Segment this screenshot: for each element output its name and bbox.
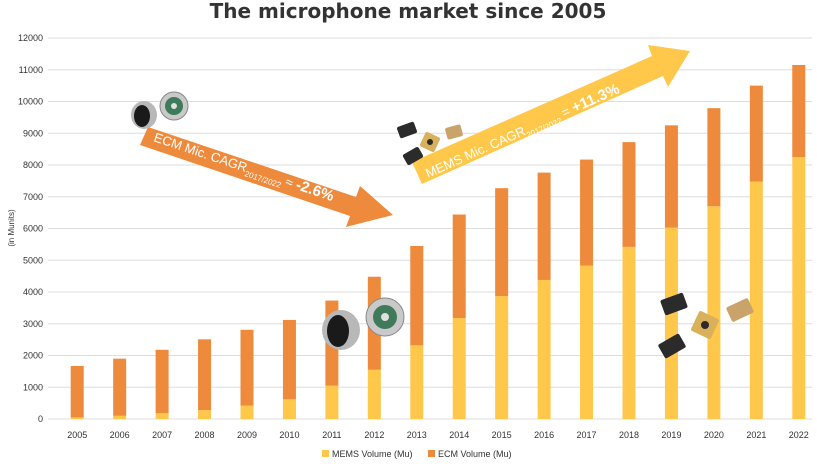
x-tick-label: 2016 bbox=[534, 430, 554, 440]
bar-mems-2022 bbox=[792, 157, 806, 419]
ecm-cagr-arrow: ECM Mic. CAGR2017/2022 ≈ -2.6% bbox=[140, 127, 393, 227]
bar-ecm-2005 bbox=[70, 365, 84, 418]
bar-ecm-2006 bbox=[113, 358, 127, 416]
bar-mems-2021 bbox=[749, 181, 763, 419]
x-tick-label: 2011 bbox=[322, 430, 341, 440]
ecm-arrow-shape bbox=[140, 127, 393, 227]
x-tick-label: 2008 bbox=[195, 430, 215, 440]
bar-mems-2018 bbox=[622, 246, 636, 419]
mems-arrow-shape bbox=[412, 45, 690, 184]
ecm-microphone-icon-large bbox=[322, 297, 405, 350]
bar-mems-2006 bbox=[113, 415, 127, 419]
y-tick-label: 12000 bbox=[18, 33, 43, 43]
y-tick-label: 9000 bbox=[23, 128, 43, 138]
bar-ecm-2014 bbox=[452, 214, 466, 319]
bar-ecm-2018 bbox=[622, 142, 636, 247]
y-tick-label: 3000 bbox=[23, 319, 43, 329]
bar-mems-2016 bbox=[537, 279, 551, 419]
bar-mems-2020 bbox=[707, 206, 721, 419]
x-tick-label: 2012 bbox=[364, 430, 384, 440]
mems-microphone-icon bbox=[397, 121, 463, 165]
y-tick-label: 4000 bbox=[23, 287, 43, 297]
y-tick-label: 6000 bbox=[23, 224, 43, 234]
bar-ecm-2022 bbox=[792, 64, 806, 158]
y-tick-label: 0 bbox=[38, 414, 43, 424]
x-tick-label: 2014 bbox=[449, 430, 469, 440]
x-tick-label: 2019 bbox=[661, 430, 681, 440]
legend-label: ECM Volume (Mu) bbox=[438, 449, 512, 459]
y-tick-labels: 0 1000 2000 3000 4000 5000 6000 7000 8000 9000 100… bbox=[18, 33, 43, 424]
y-tick-label: 2000 bbox=[23, 351, 43, 361]
bar-ecm-2007 bbox=[155, 349, 169, 414]
mems-cagr-arrow: MEMS Mic. CAGR2017/2022 = +11.3% bbox=[412, 45, 690, 184]
x-tick-label: 2020 bbox=[704, 430, 724, 440]
bar-mems-2015 bbox=[495, 296, 509, 419]
chart-title: The microphone market since 2005 bbox=[210, 0, 607, 23]
legend-label: MEMS Volume (Mu) bbox=[332, 449, 413, 459]
x-tick-labels: 2005 2006 2007 2008 2009 2010 2011 2012 2013 2014… bbox=[67, 430, 809, 440]
x-tick-label: 2018 bbox=[619, 430, 639, 440]
bar-mems-2011 bbox=[325, 385, 339, 419]
mems-microphone-icon-large bbox=[658, 292, 754, 359]
bar-ecm-2021 bbox=[749, 85, 763, 182]
ecm-microphone-icon bbox=[131, 91, 189, 129]
x-tick-label: 2006 bbox=[110, 430, 130, 440]
bar-mems-2010 bbox=[282, 399, 296, 419]
bar-mems-2014 bbox=[452, 318, 466, 419]
bar-ecm-2008 bbox=[198, 339, 212, 411]
bar-mems-2005 bbox=[70, 417, 84, 419]
legend-swatch bbox=[428, 450, 435, 457]
bar-ecm-2009 bbox=[240, 329, 254, 406]
bars bbox=[70, 64, 806, 419]
bar-ecm-2017 bbox=[580, 159, 594, 266]
y-axis-label: (in Munits) bbox=[7, 209, 16, 247]
bar-ecm-2015 bbox=[495, 188, 509, 297]
bar-ecm-2016 bbox=[537, 172, 551, 280]
bar-mems-2017 bbox=[580, 265, 594, 419]
x-tick-label: 2021 bbox=[746, 430, 766, 440]
x-tick-label: 2017 bbox=[577, 430, 597, 440]
x-tick-label: 2022 bbox=[789, 430, 809, 440]
bar-mems-2012 bbox=[367, 369, 381, 419]
x-tick-label: 2007 bbox=[152, 430, 172, 440]
bar-ecm-2010 bbox=[282, 319, 296, 400]
bar-ecm-2020 bbox=[707, 108, 721, 207]
x-tick-label: 2010 bbox=[279, 430, 299, 440]
x-tick-label: 2005 bbox=[67, 430, 87, 440]
bar-ecm-2013 bbox=[410, 245, 424, 346]
y-tick-label: 7000 bbox=[23, 192, 43, 202]
x-tick-label: 2015 bbox=[492, 430, 512, 440]
bar-mems-2009 bbox=[240, 405, 254, 419]
x-tick-label: 2009 bbox=[237, 430, 257, 440]
legend: MEMS Volume (Mu) ECM Volume (Mu) bbox=[322, 449, 512, 459]
bar-ecm-2019 bbox=[664, 125, 678, 228]
bar-mems-2019 bbox=[664, 227, 678, 419]
legend-swatch bbox=[322, 450, 329, 457]
y-tick-label: 11000 bbox=[19, 65, 43, 75]
y-tick-label: 1000 bbox=[23, 382, 43, 392]
bar-mems-2013 bbox=[410, 345, 424, 419]
x-tick-label: 2013 bbox=[407, 430, 427, 440]
y-tick-label: 8000 bbox=[23, 160, 43, 170]
ecm-cagr-label: ECM Mic. CAGR2017/2022 ≈ -2.6% bbox=[151, 129, 336, 207]
bar-mems-2008 bbox=[198, 410, 212, 419]
y-tick-label: 10000 bbox=[18, 97, 43, 107]
y-tick-label: 5000 bbox=[23, 255, 43, 265]
bar-mems-2007 bbox=[155, 413, 169, 419]
